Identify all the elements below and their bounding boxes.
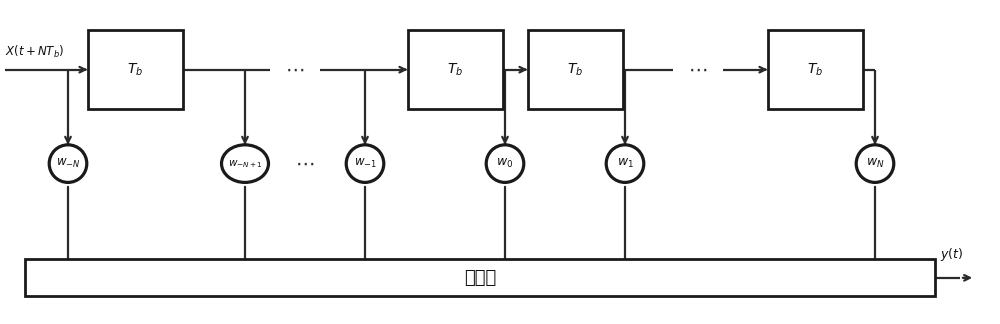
Text: $T_b$: $T_b$ bbox=[447, 62, 463, 78]
Ellipse shape bbox=[346, 145, 384, 182]
Bar bbox=[25, 259, 935, 296]
Text: $w_0$: $w_0$ bbox=[496, 157, 514, 170]
Bar bbox=[528, 30, 622, 109]
Text: $\cdots$: $\cdots$ bbox=[295, 154, 315, 173]
Bar bbox=[88, 30, 182, 109]
Text: $T_b$: $T_b$ bbox=[127, 62, 143, 78]
Ellipse shape bbox=[606, 145, 644, 182]
Bar bbox=[768, 30, 862, 109]
Text: $w_N$: $w_N$ bbox=[866, 157, 884, 170]
Text: $w_{-1}$: $w_{-1}$ bbox=[354, 157, 376, 170]
Ellipse shape bbox=[222, 145, 268, 182]
Text: $T_b$: $T_b$ bbox=[807, 62, 823, 78]
Text: $X(t+NT_b)$: $X(t+NT_b)$ bbox=[5, 44, 64, 60]
Text: $w_{-N}$: $w_{-N}$ bbox=[56, 157, 80, 170]
Text: $\cdots$: $\cdots$ bbox=[688, 60, 708, 79]
Text: $T_b$: $T_b$ bbox=[567, 62, 583, 78]
Text: $w_{-N+1}$: $w_{-N+1}$ bbox=[228, 158, 262, 169]
Bar bbox=[408, 30, 503, 109]
Ellipse shape bbox=[856, 145, 894, 182]
Text: $\cdots$: $\cdots$ bbox=[285, 60, 305, 79]
Text: $y(t)$: $y(t)$ bbox=[940, 246, 963, 263]
Text: 相加器: 相加器 bbox=[464, 269, 496, 287]
Ellipse shape bbox=[486, 145, 524, 182]
Text: $w_1$: $w_1$ bbox=[617, 157, 633, 170]
Ellipse shape bbox=[49, 145, 87, 182]
